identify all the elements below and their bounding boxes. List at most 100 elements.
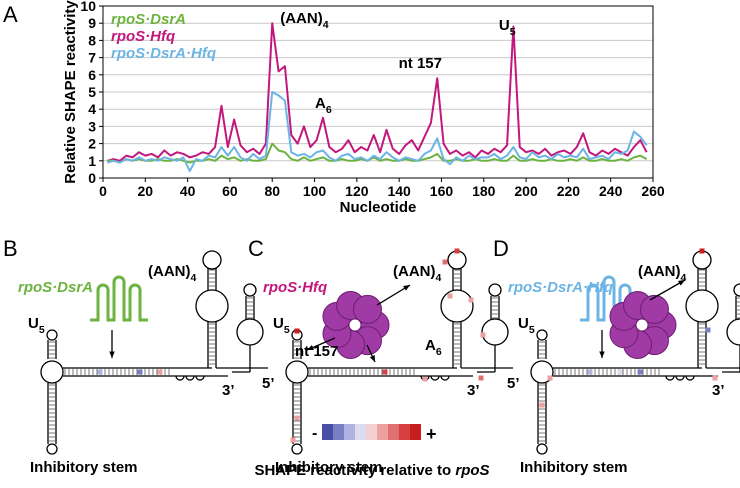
aan-label: (AAN)4	[393, 263, 442, 284]
rna-loop	[692, 250, 712, 270]
aan-label-main: (AAN)	[393, 263, 436, 280]
end-label: 3’	[712, 382, 725, 399]
aan-label: (AAN)4	[638, 263, 687, 284]
caption-italic: rpoS	[455, 462, 489, 479]
a6-label: A6	[425, 337, 442, 358]
x-tick-label: 160	[430, 183, 454, 199]
colorbar-swatch	[344, 424, 355, 440]
dsra	[580, 275, 638, 322]
rna-loop	[46, 443, 58, 455]
rna-bulge	[185, 375, 195, 381]
x-tick-label: 240	[599, 183, 623, 199]
x-tick-label: 200	[514, 183, 538, 199]
rna-bulge	[195, 375, 205, 381]
colorbar-swatch	[333, 424, 344, 440]
u5-label: U5	[273, 315, 290, 336]
rna-loop	[202, 250, 222, 270]
rna-loop	[291, 443, 303, 455]
panel-label: D	[493, 236, 509, 261]
u5-label: U5	[28, 315, 45, 336]
colorbar-minus: -	[312, 425, 317, 442]
arrow-head	[403, 285, 410, 291]
dsra	[90, 275, 148, 322]
series-line	[106, 22, 648, 162]
arrow-head	[369, 355, 375, 362]
reactivity-mark	[382, 369, 388, 375]
nt-label: nt 157	[295, 343, 338, 360]
reactivity-mark	[294, 415, 300, 421]
colorbar-swatch	[355, 424, 366, 440]
x-tick-label: 180	[472, 183, 496, 199]
rna-loop	[440, 289, 474, 323]
aan-label-sub: 4	[681, 272, 687, 284]
caption: SHAPE reactivity relative to rpoS	[254, 462, 489, 479]
x-tick-label: 140	[387, 183, 411, 199]
y-tick-label: 10	[80, 0, 96, 14]
reactivity-mark	[97, 369, 103, 375]
rna-loop	[481, 318, 509, 346]
rna-loop	[685, 289, 719, 323]
reactivity-mark	[547, 375, 553, 381]
rna-loop	[236, 318, 264, 346]
annotation-sub: 6	[326, 104, 332, 116]
panel-label: A	[3, 2, 18, 27]
end-label: 3’	[222, 382, 235, 399]
x-tick-label: 260	[641, 183, 665, 199]
y-axis-label: Relative SHAPE reactivity	[62, 0, 79, 184]
aan-label-sub: 4	[436, 272, 442, 284]
complex-label: rpoS·Hfq	[263, 279, 327, 296]
rna-bulge	[440, 375, 450, 381]
reactivity-mark	[442, 259, 448, 265]
x-tick-label: 220	[557, 183, 581, 199]
colorbar-swatch	[366, 424, 377, 440]
rna-loop	[285, 360, 309, 384]
y-tick-label: 0	[88, 170, 96, 186]
panel-label: B	[3, 236, 18, 261]
reactivity-mark	[480, 332, 486, 338]
reactivity-mark	[294, 328, 300, 334]
x-tick-label: 20	[138, 183, 154, 199]
u5-label-sub: 5	[39, 324, 45, 336]
x-tick-label: 0	[99, 183, 107, 199]
legend-entry: rpoS·Hfq	[111, 28, 175, 45]
caption-text: SHAPE reactivity relative to	[254, 462, 455, 479]
y-tick-label: 7	[88, 50, 96, 66]
hfq-subunit	[352, 294, 382, 324]
series-line	[106, 91, 648, 173]
rna-loop	[447, 250, 467, 270]
colorbar-swatch	[410, 424, 421, 440]
reactivity-mark	[712, 375, 718, 381]
y-tick-label: 8	[88, 32, 96, 48]
x-tick-label: 80	[264, 183, 280, 199]
colorbar-swatch	[377, 424, 388, 440]
reactivity-mark	[137, 369, 143, 375]
arrow-head	[307, 344, 314, 350]
y-tick-label: 5	[88, 84, 96, 100]
reactivity-mark	[539, 402, 545, 408]
arrow-head	[109, 351, 115, 358]
colorbar-plus: +	[426, 424, 437, 444]
rna-bulge	[175, 375, 185, 381]
rna-loop	[243, 283, 257, 297]
rna-loop	[733, 283, 740, 297]
colorbar-swatch	[322, 424, 333, 440]
end-label: 5’	[262, 375, 275, 392]
legend-entry: rpoS·DsrA	[111, 11, 186, 28]
rna-bulge	[430, 375, 440, 381]
rna-loop	[195, 289, 229, 323]
annotation: nt 157	[399, 55, 442, 72]
x-tick-label: 60	[222, 183, 238, 199]
rna-loop	[488, 283, 502, 297]
panel-label: C	[248, 236, 264, 261]
rna-bulge	[665, 375, 675, 381]
reactivity-mark	[705, 327, 711, 333]
reactivity-mark	[617, 369, 623, 375]
rna-bulge	[675, 375, 685, 381]
rna-bulge	[685, 375, 695, 381]
annotation-main: nt 157	[399, 55, 442, 72]
u5-label-sub: 5	[529, 324, 535, 336]
hfq-pore	[348, 318, 362, 332]
arrow-head	[599, 351, 605, 358]
rna-strand	[649, 279, 686, 301]
